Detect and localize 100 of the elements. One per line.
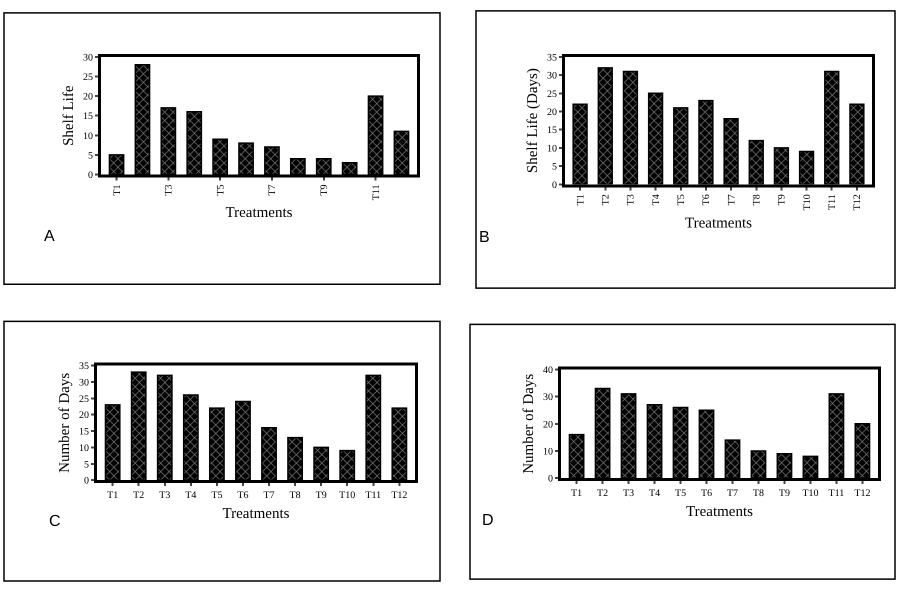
bar <box>394 130 410 174</box>
bar <box>261 426 277 480</box>
x-tick-label: T10 <box>802 488 818 500</box>
bar <box>104 404 121 480</box>
text: A <box>44 228 55 245</box>
x-tick-label: T12 <box>854 488 870 500</box>
x-tick-label: T5 <box>676 194 687 206</box>
x-tick-label: T2 <box>597 488 608 500</box>
text: C <box>49 513 61 530</box>
x-tick-label: T1 <box>575 194 586 206</box>
bar <box>620 393 636 478</box>
x-tick-label: T2 <box>133 490 144 502</box>
x-tick-label: T12 <box>852 194 864 210</box>
y-tick-label: 35 <box>547 52 557 64</box>
x-tick-label: T4 <box>185 490 196 502</box>
x-tick-label: T11 <box>826 194 838 210</box>
bar <box>774 147 790 184</box>
bar <box>186 111 202 174</box>
x-axis-title: Treatments <box>685 215 752 232</box>
x-tick-label: T12 <box>391 490 408 502</box>
y-tick-label: 35 <box>79 361 89 372</box>
bar <box>854 423 870 478</box>
bar <box>287 436 304 480</box>
y-tick-label: 0 <box>548 474 553 485</box>
y-axis-title: Number of Days <box>521 374 538 474</box>
x-tick-label: T7 <box>726 194 738 206</box>
y-tick-label: 20 <box>83 92 93 103</box>
y-tick-label: 10 <box>543 446 553 458</box>
bar <box>646 404 662 478</box>
bar <box>160 107 176 174</box>
y-tick-label: 10 <box>79 442 89 454</box>
x-tick-label: T9 <box>319 184 330 196</box>
x-tick-label: T3 <box>626 194 637 206</box>
y-tick-label: 25 <box>79 394 89 405</box>
y-axis-title: Shelf Life <box>61 85 78 146</box>
bar <box>672 406 688 478</box>
y-tick-label: 30 <box>543 392 553 404</box>
x-tick-label: T3 <box>164 184 175 196</box>
x-axis-title: Treatments <box>686 504 754 520</box>
bar <box>802 456 818 478</box>
bar <box>365 374 382 480</box>
bar <box>723 118 739 184</box>
y-tick-label: 10 <box>547 143 557 154</box>
x-tick-label: T4 <box>650 194 662 206</box>
x-tick-label: T1 <box>112 184 123 196</box>
x-tick-label: T2 <box>600 194 612 206</box>
bar <box>673 107 688 184</box>
y-tick-label: 5 <box>88 150 93 162</box>
x-tick-label: T11 <box>828 488 844 500</box>
y-tick-label: 0 <box>552 180 557 191</box>
bar <box>622 70 638 184</box>
y-tick-label: 0 <box>88 170 93 181</box>
y-tick-label: 10 <box>83 130 93 142</box>
bar <box>368 95 384 174</box>
y-tick-label: 20 <box>547 107 557 118</box>
x-tick-label: T3 <box>159 490 170 502</box>
x-tick-label: T9 <box>316 490 327 502</box>
bar <box>313 446 330 480</box>
x-axis-title: Treatments <box>226 205 293 222</box>
text: B <box>479 229 490 246</box>
y-tick-label: 30 <box>79 377 89 388</box>
bar <box>342 162 358 174</box>
bar <box>698 409 714 478</box>
x-tick-label: T10 <box>802 194 813 210</box>
bar <box>776 452 792 478</box>
y-tick-label: 40 <box>543 364 553 376</box>
bar <box>568 434 584 478</box>
y-tick-label: 25 <box>83 72 93 84</box>
x-tick-label: T5 <box>674 488 686 500</box>
x-tick-label: T1 <box>107 490 118 502</box>
bar <box>290 158 306 174</box>
x-tick-label: T6 <box>700 488 712 500</box>
bar <box>648 92 664 184</box>
bar <box>594 388 610 478</box>
y-tick-label: 0 <box>84 476 89 487</box>
x-tick-label: T5 <box>215 184 226 196</box>
x-tick-label: T5 <box>211 490 222 502</box>
y-tick-label: 15 <box>83 111 93 122</box>
bar <box>134 64 150 174</box>
y-tick-label: 15 <box>547 125 557 136</box>
x-tick-label: T9 <box>778 488 790 500</box>
y-axis-title: Number of Days <box>57 372 74 473</box>
bar <box>748 140 764 184</box>
x-axis-title: Treatments <box>222 506 290 522</box>
x-tick-label: T10 <box>339 490 356 502</box>
bar <box>316 158 332 174</box>
bar <box>208 407 225 480</box>
y-tick-label: 5 <box>84 459 89 470</box>
bar <box>828 393 844 478</box>
bar <box>212 138 228 174</box>
x-tick-label: T8 <box>752 194 762 206</box>
x-tick-label: T8 <box>752 488 764 500</box>
bar <box>391 407 408 480</box>
bar <box>798 150 814 184</box>
x-tick-label: T4 <box>648 488 660 500</box>
bar <box>156 374 173 480</box>
x-tick-label: T9 <box>776 194 788 206</box>
bar <box>849 103 865 184</box>
x-tick-label: T6 <box>701 194 712 206</box>
bar <box>750 450 766 478</box>
